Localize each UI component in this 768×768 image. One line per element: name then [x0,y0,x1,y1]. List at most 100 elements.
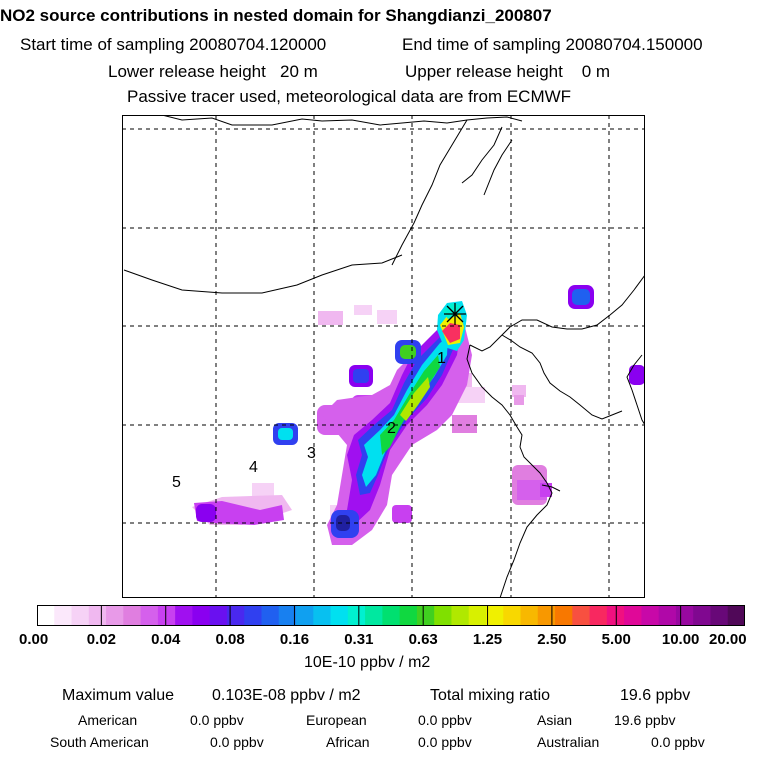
colorbar-cell [468,605,487,626]
coastline [123,115,645,598]
map-background [122,115,645,598]
colorbar-cell [555,605,573,626]
colorbar-cell [244,605,263,626]
plume-cell [442,323,460,343]
border-line [391,119,468,266]
lower-height-value: 20 m [280,62,318,81]
colorbar-tick-label: 0.00 [19,631,49,648]
colorbar-cell [88,605,107,626]
colorbar-cell [693,605,712,626]
colorbar-tick-label: 20.00 [709,631,747,648]
region-labels: 1 2 3 4 5 [172,350,446,491]
plume-cell [278,428,293,440]
colorbar-cell [399,605,418,626]
colorbar-cell [140,605,159,626]
border-line [123,254,403,294]
colorbar-tick-label: 5.00 [601,631,631,648]
colorbar-cell [624,605,642,626]
american-value: 0.0 ppbv [190,712,244,728]
colorbar [37,605,745,626]
african-label: African [326,734,370,750]
colorbar-cell [209,605,228,626]
plume-cell [517,480,547,500]
lower-height-label: Lower release height [108,62,266,81]
plume-cell [400,345,416,359]
region-label-3: 3 [307,445,316,462]
colorbar-tick-lines [100,605,682,626]
australian-label: Australian [537,734,600,750]
colorbar-tick-label: 10.00 [661,631,700,648]
upper-height-text: Upper release height 0 m [405,62,610,82]
colorbar-cell [71,605,90,626]
map-frame [122,115,645,598]
colorbar-cell [330,605,349,626]
region-label-2: 2 [387,420,396,437]
tracer-note: Passive tracer used, meteorological data… [127,87,572,106]
plume-field [192,285,645,545]
map-title: NO2 source contributions in nested domai… [0,6,552,25]
lat-lon-grid [122,115,645,598]
colorbar-cell [313,605,332,626]
colorbar-cell [641,605,660,626]
south-american-value: 0.0 ppbv [210,734,264,750]
plume-cell [400,377,430,421]
star-marker-stroke [446,305,464,323]
upper-height-value: 0 m [581,62,611,81]
african-value: 0.0 ppbv [418,734,472,750]
colorbar-cell [365,605,383,626]
colorbar-cell [434,605,453,626]
plume-cell [252,483,274,497]
colorbar-cell [675,605,694,626]
colorbar-cell [658,605,677,626]
colorbar-cell [123,605,142,626]
end-time-value: 20080704.150000 [565,35,703,54]
border-line [499,426,553,598]
colorbar-cell [537,605,556,626]
colorbar-cell [520,605,539,626]
colorbar-cell [503,605,522,626]
plume-cell [452,415,477,433]
colorbar-cell [589,605,608,626]
plume-cell [377,310,397,324]
colorbar-cells [37,605,745,626]
colorbar-tick-label: 2.50 [537,631,567,648]
asian-value: 19.6 ppbv [614,712,676,728]
start-time-label: Start time of sampling [20,35,185,54]
border-line [626,354,645,426]
colorbar-tick-label: 0.16 [279,631,310,648]
colorbar-cell [261,605,280,626]
plume-cell [318,311,343,325]
colorbar-cell [347,605,366,626]
max-value: 0.103E-08 ppbv / m2 [212,687,361,704]
border-line [161,115,523,126]
colorbar-cell [485,605,504,626]
colorbar-cell [727,605,745,626]
region-label-5: 5 [172,474,181,491]
colorbar-cell [157,605,176,626]
colorbar-tick-label: 0.63 [408,631,438,648]
colorbar-cell [54,605,73,626]
region-label-4: 4 [249,459,258,476]
colorbar-cell [175,605,194,626]
plume-cell [572,289,590,305]
plume-cell [354,305,372,315]
colorbar-cell [106,605,124,626]
colorbar-cell [382,605,401,626]
border-line [469,274,645,352]
total-mixing-label: Total mixing ratio [430,687,551,704]
border-line [461,126,503,184]
colorbar-units: 10E-10 ppbv / m2 [304,654,431,671]
plume-cell [336,515,350,531]
colorbar-cell [451,605,470,626]
colorbar-tick-label: 0.31 [344,631,374,648]
region-label-1: 1 [437,350,446,367]
max-value-label: Maximum value [62,687,175,704]
plume-cell [392,505,412,523]
colorbar-tick-label: 0.04 [151,631,181,648]
colorbar-tick-label: 0.08 [215,631,245,648]
colorbar-cell [278,605,297,626]
border-line [483,139,513,196]
colorbar-cell [710,605,729,626]
plume-cell [353,369,369,383]
start-time-text: Start time of sampling 20080704.120000 [20,35,326,55]
